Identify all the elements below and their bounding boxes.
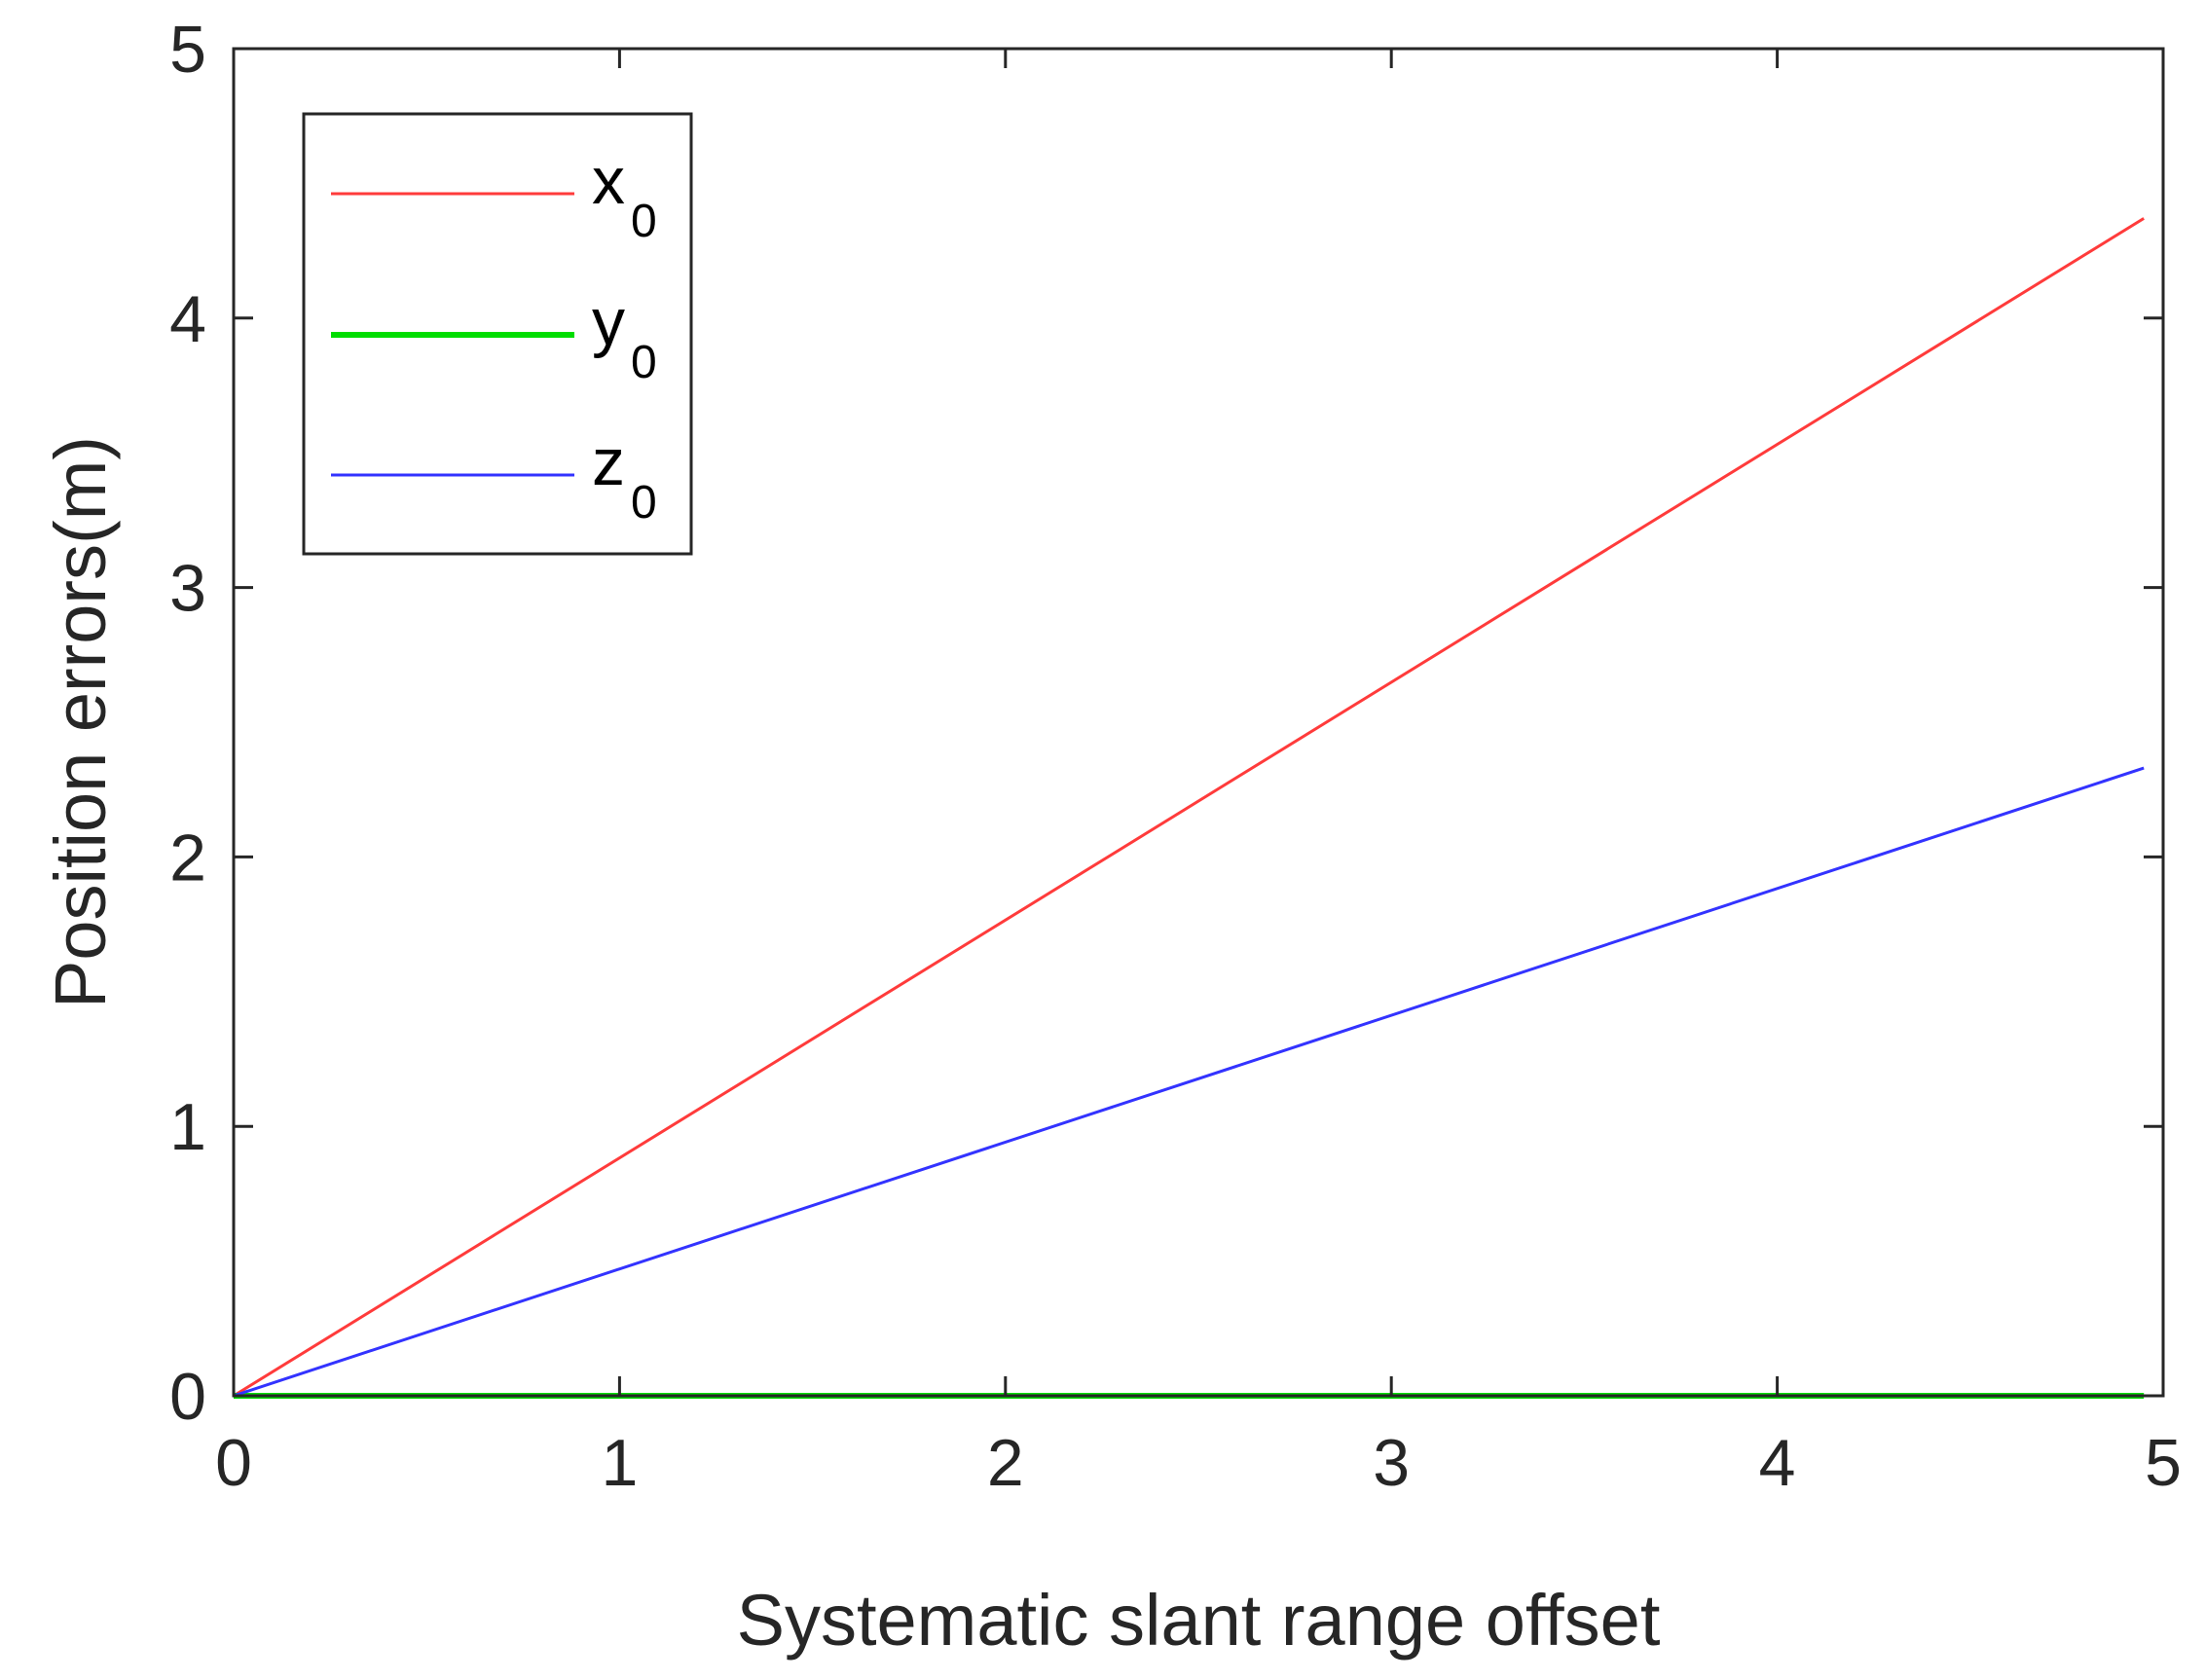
legend-label-subscript: 0 [631, 196, 657, 247]
legend-label-subscript: 0 [631, 477, 657, 529]
y-axis-title: Position errors(m) [40, 436, 121, 1008]
ticks-layer: 0 1 2 3 4 5 0 1 2 3 4 5 [169, 13, 2182, 1500]
x-axis-title: Systematic slant range offset [737, 1580, 1661, 1661]
legend-label-y: y0 [592, 285, 657, 388]
y-tick-label: 1 [169, 1090, 206, 1164]
x-tick-label: 4 [1759, 1426, 1796, 1500]
x-tick-label: 3 [1373, 1426, 1410, 1500]
legend-label-x: x0 [592, 144, 657, 247]
x-tick-label: 5 [2145, 1426, 2182, 1500]
y-tick-label: 2 [169, 821, 206, 895]
y-tick-label: 5 [169, 13, 206, 87]
x-tick-label: 2 [987, 1426, 1024, 1500]
legend-label-z: z0 [592, 425, 657, 529]
series-line-x [233, 217, 2145, 1398]
x-tick-label: 1 [601, 1426, 638, 1500]
legend-label-subscript: 0 [631, 337, 657, 388]
plot-frame [232, 47, 2165, 1398]
legend-label-base: x [592, 144, 625, 218]
legend-label-base: y [592, 285, 625, 359]
y-tick-label: 0 [169, 1360, 206, 1434]
y-tick-label: 3 [169, 552, 206, 626]
y-tick-label: 4 [169, 282, 206, 356]
series-line-z [233, 766, 2145, 1398]
legend-label-base: z [592, 425, 625, 499]
x-tick-label: 0 [215, 1426, 252, 1500]
